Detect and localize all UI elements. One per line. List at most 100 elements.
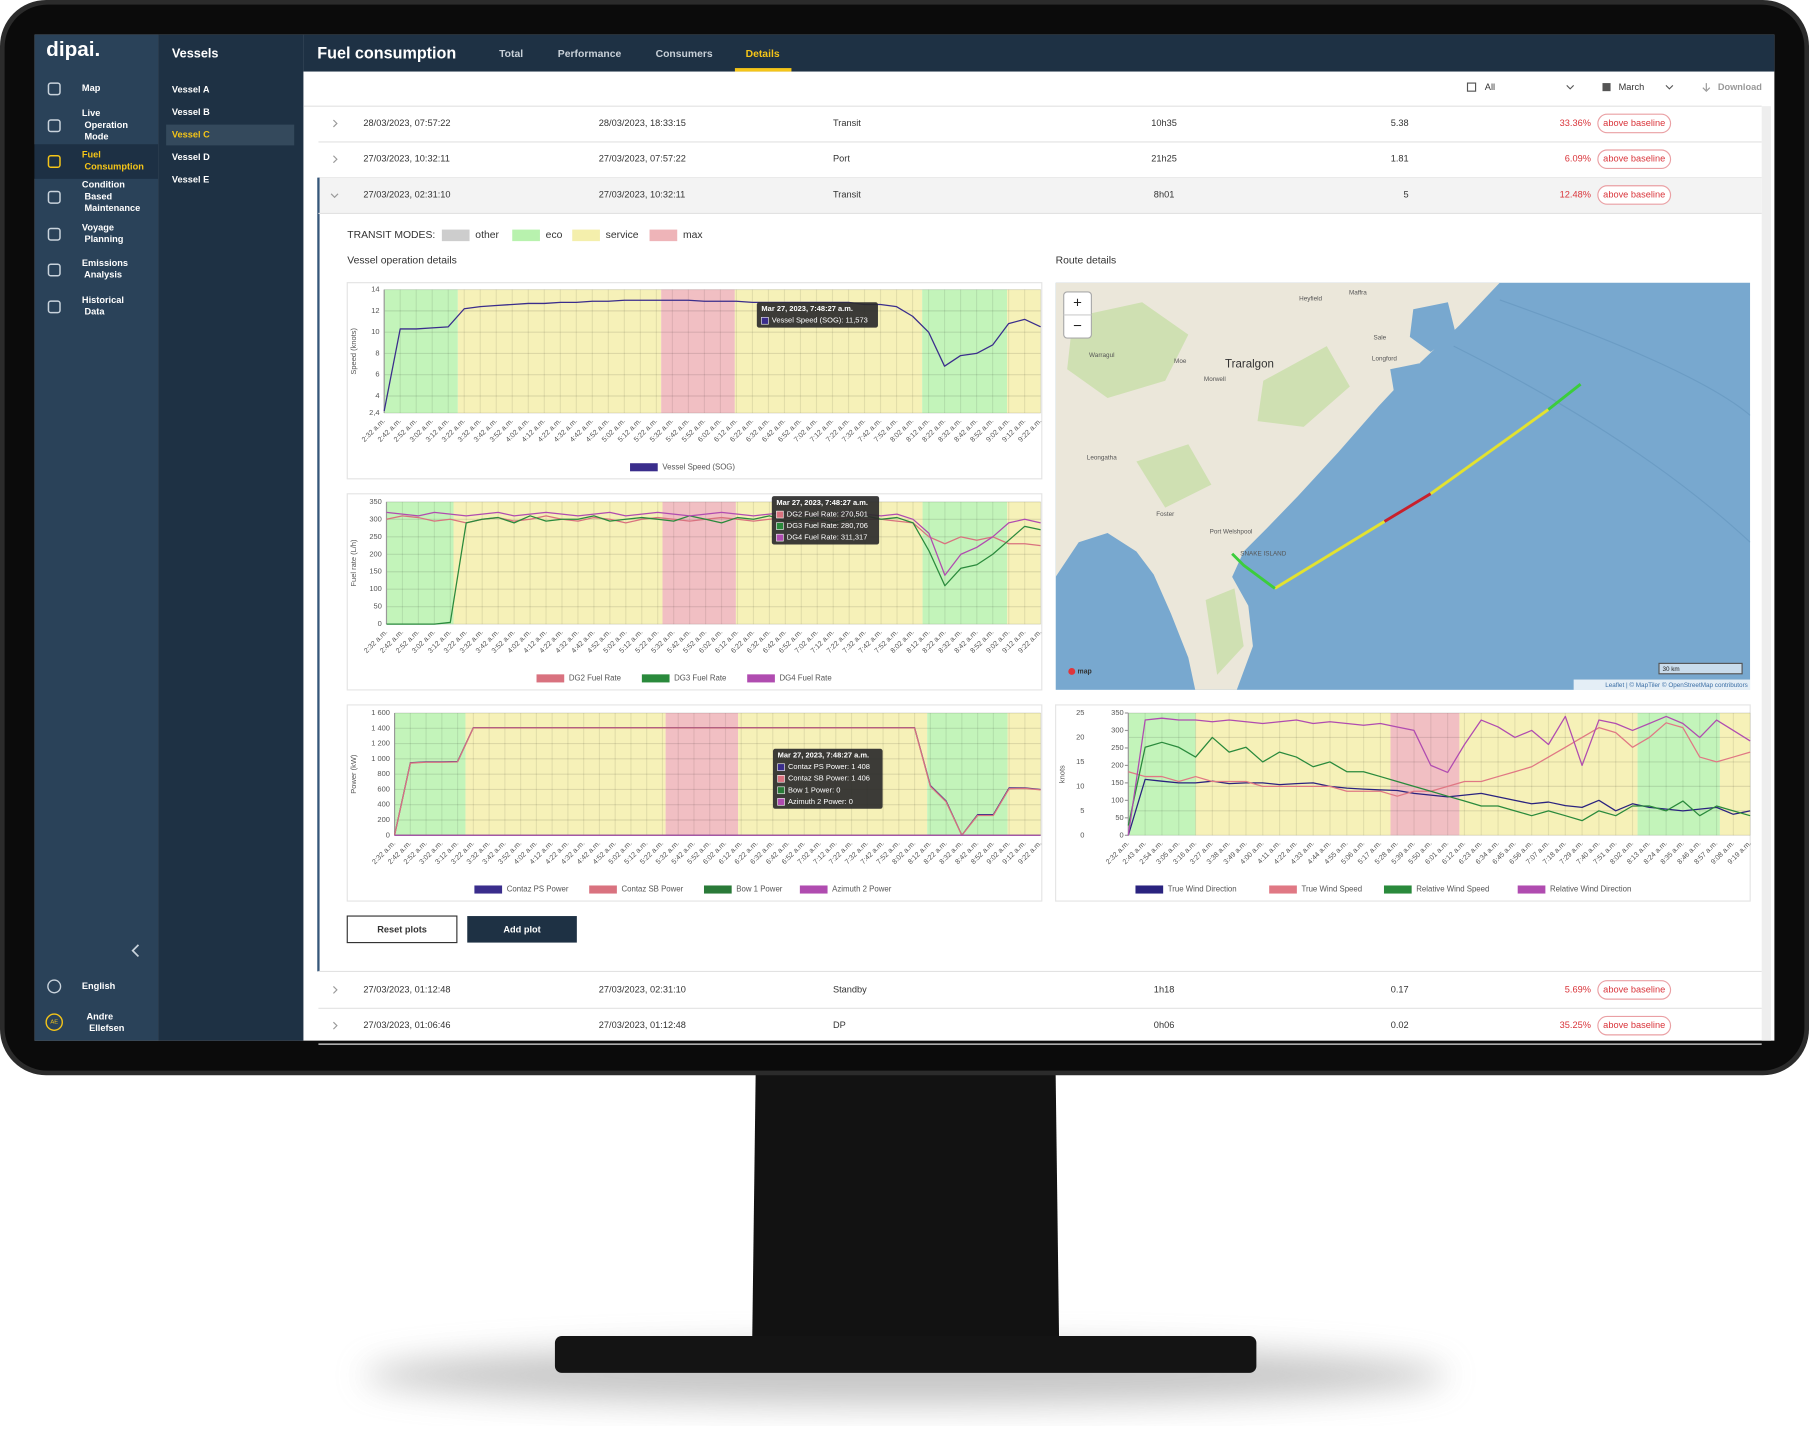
legend-swatch[interactable] [799, 885, 828, 894]
mode-swatch [512, 229, 540, 242]
map-label: Foster [1156, 511, 1174, 518]
tooltip [772, 748, 883, 809]
vessel-item[interactable]: Vessel A [172, 84, 210, 94]
legend-swatch[interactable] [1135, 885, 1164, 894]
chevron[interactable] [333, 119, 338, 128]
map-label: Traralgon [1225, 359, 1274, 371]
filter-month[interactable]: March [1619, 82, 1645, 92]
map [1055, 282, 1751, 690]
language[interactable]: English [82, 981, 116, 991]
nav-item[interactable]: Fuel Consumption [82, 150, 144, 172]
tab[interactable]: Details [746, 49, 780, 60]
mode-band [1719, 713, 1751, 836]
legend-swatch[interactable] [747, 674, 775, 683]
legend-label[interactable]: Azimuth 2 Power [832, 885, 892, 894]
button-label[interactable]: Reset plots [377, 924, 427, 934]
tab[interactable]: Consumers [656, 49, 713, 60]
legend-label[interactable]: Relative Wind Direction [1550, 885, 1631, 894]
mode: DP [833, 1020, 846, 1030]
map-label: Sale [1373, 335, 1386, 342]
filter-group[interactable]: All [1485, 82, 1495, 92]
chevron[interactable] [333, 986, 338, 994]
nav-item[interactable]: Condition Based Maintenance [82, 180, 140, 213]
end-time: 27/03/2023, 10:32:11 [599, 189, 685, 199]
legend-label[interactable]: Contaz PS Power [507, 885, 569, 894]
duration: 10h35 [1151, 118, 1177, 128]
vessel-item[interactable]: Vessel B [172, 107, 210, 117]
nav-item[interactable]: Map [82, 83, 101, 93]
vessel-item[interactable]: Vessel E [172, 174, 209, 184]
tooltip-line: Azimuth 2 Power: 0 [788, 797, 853, 806]
chevron[interactable] [333, 155, 338, 164]
badge-text: above baseline [1603, 984, 1665, 994]
nav-item[interactable]: Historical Data [82, 296, 124, 318]
legend-swatch[interactable] [1383, 885, 1412, 894]
deviation: 6.09% [1565, 154, 1591, 164]
collapse-icon[interactable] [131, 944, 140, 958]
legend-swatch[interactable] [703, 885, 732, 894]
legend-label[interactable]: True Wind Direction [1168, 885, 1237, 894]
legend-swatch[interactable] [1269, 885, 1297, 894]
language-icon [47, 979, 62, 994]
tooltip-swatch [761, 316, 769, 325]
legend-swatch[interactable] [536, 674, 565, 683]
series-line [383, 299, 1041, 412]
zoom-out[interactable]: − [1073, 317, 1082, 334]
nav-item[interactable]: Emissions Analysis [82, 259, 128, 281]
avatar[interactable] [45, 1013, 63, 1031]
reset-button[interactable] [346, 915, 458, 944]
chevron[interactable] [330, 193, 339, 199]
badge [1597, 1015, 1672, 1036]
tab[interactable]: Performance [558, 49, 622, 60]
legend-label[interactable]: DG3 Fuel Rate [674, 673, 726, 682]
y-tick-label: 100 [369, 584, 382, 593]
chevron[interactable] [333, 1021, 338, 1030]
dropdown-arrow [1566, 84, 1575, 90]
add-button[interactable] [467, 916, 577, 943]
y-axis-label: Speed (knots) [349, 328, 358, 375]
legend-label[interactable]: Relative Wind Speed [1416, 885, 1489, 894]
calendar-icon [1602, 83, 1611, 92]
download[interactable]: Download [1718, 82, 1762, 92]
y-axis-label: knots [1058, 765, 1067, 783]
legend-label[interactable]: DG2 Fuel Rate [569, 673, 621, 682]
vessel-item[interactable]: Vessel D [172, 152, 210, 162]
nav-item[interactable]: Voyage Planning [82, 223, 124, 245]
mode: Standby [833, 984, 867, 994]
legend-label[interactable]: Bow 1 Power [736, 885, 783, 894]
legend-label[interactable]: Vessel Speed (SOG) [662, 462, 735, 471]
mode-name: other [475, 230, 499, 241]
map-label: Warragul [1089, 352, 1114, 359]
vessel-item[interactable]: Vessel C [172, 129, 210, 139]
start-time: 27/03/2023, 02:31:10 [363, 189, 450, 199]
legend-label[interactable]: Contaz SB Power [621, 885, 683, 894]
mode-band [922, 289, 1008, 414]
tab[interactable]: Total [499, 49, 523, 60]
legend-swatch[interactable] [474, 885, 503, 894]
mode: Transit [833, 118, 861, 128]
y-tick-label: 0 [378, 619, 382, 628]
badge [1597, 149, 1672, 170]
legend-swatch[interactable] [589, 885, 617, 894]
legend-swatch[interactable] [641, 674, 670, 683]
badge-text: above baseline [1603, 154, 1665, 164]
tooltip-swatch [776, 510, 784, 519]
duration: 21h25 [1151, 154, 1177, 164]
user-name[interactable]: Andre Ellefsen [87, 1012, 125, 1034]
legend-swatch[interactable] [1517, 885, 1546, 894]
mode-band [1390, 713, 1460, 836]
section-title: Vessel operation details [347, 255, 457, 266]
legend-label[interactable]: DG4 Fuel Rate [779, 673, 831, 682]
start-time: 27/03/2023, 10:32:11 [363, 154, 449, 164]
button-label[interactable]: Add plot [503, 924, 540, 934]
tooltip-title: Mar 27, 2023, 7:48:27 a.m. [778, 751, 870, 760]
nav-icon [47, 155, 61, 169]
map-label: Heyfield [1299, 295, 1322, 302]
badge-text: above baseline [1603, 189, 1665, 199]
map-label: Leongatha [1087, 455, 1117, 462]
mode-name: service [606, 230, 639, 241]
zoom-in[interactable]: + [1073, 294, 1082, 311]
nav-item[interactable]: Live Operation Mode [82, 109, 128, 142]
legend-swatch[interactable] [630, 463, 658, 472]
legend-label[interactable]: True Wind Speed [1301, 885, 1362, 894]
